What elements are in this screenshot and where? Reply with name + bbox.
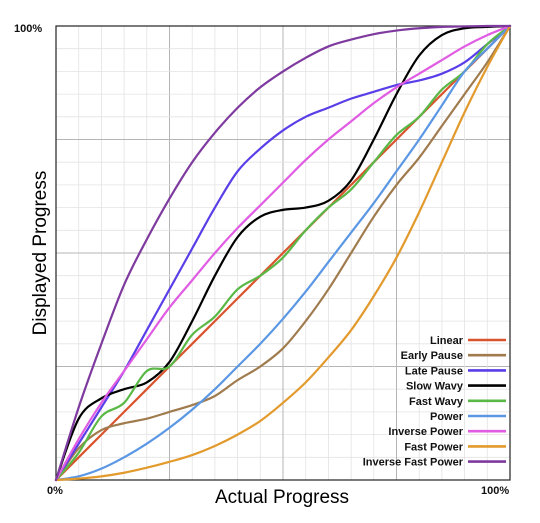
legend: Linear Early Pause Late Pause Slow Wavy Fast…	[363, 335, 506, 469]
y-tick-label-100: 100%	[14, 23, 42, 35]
legend-label-inverse-fast-power: Inverse Fast Power	[363, 457, 464, 469]
legend-label-fast-wavy: Fast Wavy	[409, 396, 464, 408]
legend-label-inverse-power: Inverse Power	[388, 426, 463, 438]
series-line-fast-power	[54, 24, 512, 482]
legend-label-fast-power: Fast Power	[404, 441, 463, 453]
series-line-inverse-power	[54, 24, 512, 482]
series-line-late-pause	[54, 24, 512, 482]
x-tick-label-0: 0%	[47, 485, 63, 497]
legend-label-power: Power	[430, 411, 464, 423]
legend-label-late-pause: Late Pause	[405, 365, 463, 377]
series-lines	[54, 24, 512, 482]
series-line-inverse-fast-power	[54, 24, 512, 482]
legend-label-linear: Linear	[430, 335, 464, 347]
series-line-early-pause	[54, 24, 512, 482]
x-axis-label: Actual Progress	[215, 487, 349, 508]
y-axis-label: Displayed Progress	[30, 171, 51, 336]
series-line-power	[54, 24, 512, 482]
legend-label-slow-wavy: Slow Wavy	[406, 381, 464, 393]
x-tick-label-100: 100%	[481, 485, 509, 497]
series-line-slow-wavy	[54, 24, 512, 482]
plot-frame	[55, 25, 511, 481]
series-line-linear	[54, 24, 512, 482]
legend-label-early-pause: Early Pause	[401, 350, 463, 362]
series-line-fast-wavy	[54, 24, 512, 482]
